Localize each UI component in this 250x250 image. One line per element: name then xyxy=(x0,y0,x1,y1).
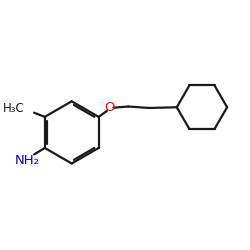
Text: O: O xyxy=(104,102,115,114)
Text: NH₂: NH₂ xyxy=(15,154,40,167)
Text: H₃C: H₃C xyxy=(3,102,25,115)
